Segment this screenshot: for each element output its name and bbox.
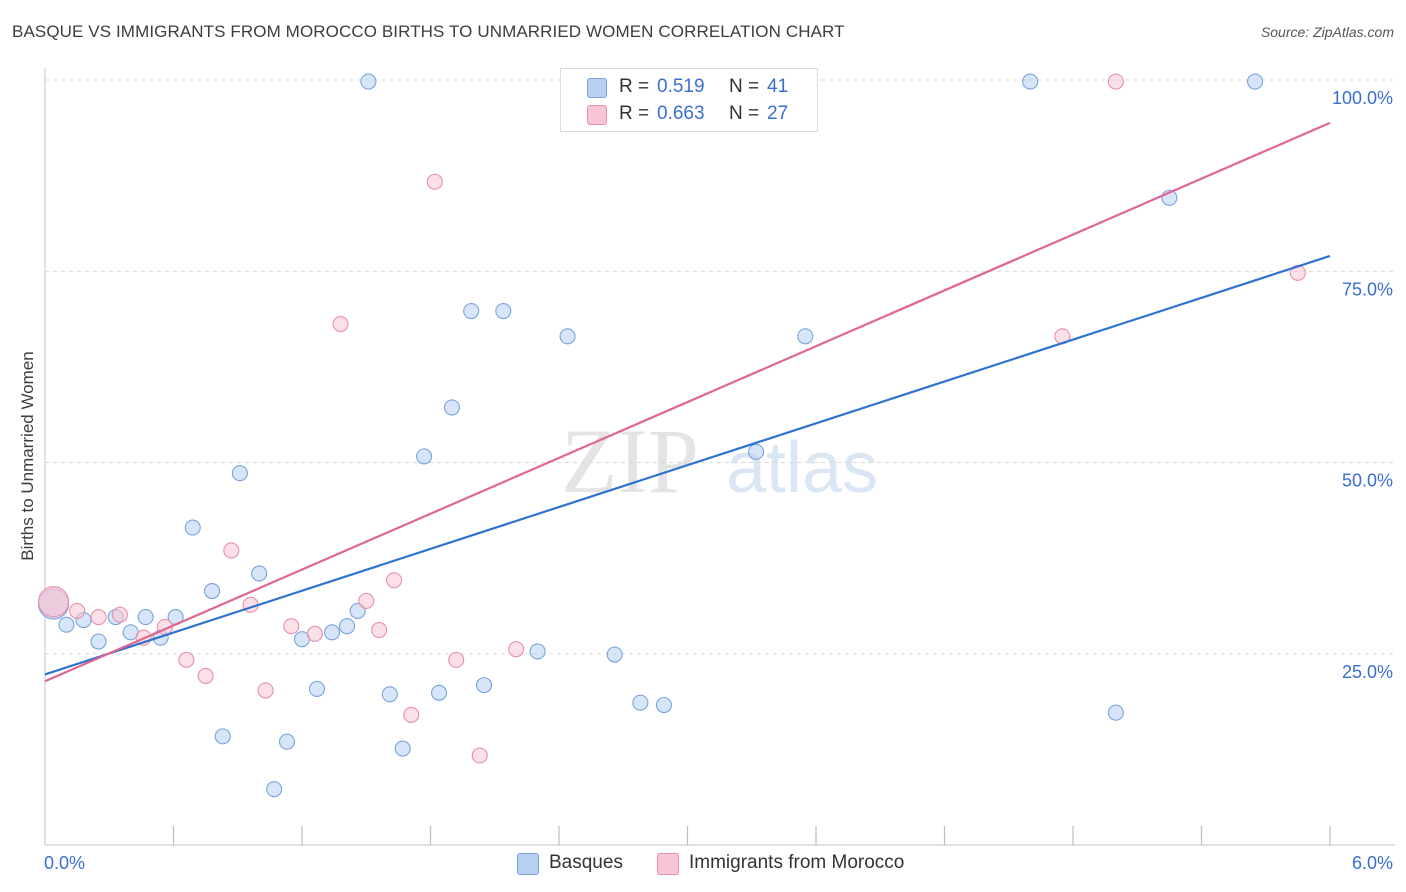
legend-n-value: 41 [767,76,789,97]
point-morocco [403,706,420,724]
bottom-legend-swatch-basques [517,853,539,875]
point-basques [443,399,460,416]
point-basques [394,740,411,757]
watermark-zip: ZIP [561,410,699,512]
series-points [38,73,1306,798]
legend-r-label: R = [619,76,650,97]
point-morocco [69,602,86,619]
point-basques [266,781,283,798]
legend-n-label: N = [729,76,760,97]
point-basques [204,582,221,600]
legend-n-label: N = [729,103,760,124]
point-morocco [426,173,443,190]
legend-swatch-morocco [587,105,607,125]
point-basques [308,680,326,697]
point-basques [431,684,448,701]
watermark-atlas: atlas [726,428,878,508]
point-basques [231,465,248,482]
point-morocco [332,315,349,333]
point-morocco [90,608,107,626]
source-label: Source: ZipAtlas.com [1260,24,1394,40]
chart-title: BASQUE VS IMMIGRANTS FROM MOROCCO BIRTHS… [12,22,845,41]
point-basques [529,643,546,660]
legend-n-value: 27 [767,103,789,124]
point-basques [559,328,576,345]
point-basques [90,633,107,650]
y-tick-label: 50.0% [1342,471,1393,491]
legend-swatch-basques [587,78,607,98]
point-basques [495,302,512,320]
bottom-legend-label-basques: Basques [549,852,623,873]
point-basques [214,728,231,745]
legend-r-label: R = [619,103,650,124]
point-morocco [283,618,300,635]
point-basques [416,448,433,465]
point-basques [184,519,201,536]
point-morocco [197,667,214,684]
y-tick-label: 75.0% [1342,279,1393,299]
trendlines [44,121,1331,683]
tick-labels: 25.0% 50.0% 75.0% 100.0% 0.0% 6.0% [44,88,1393,873]
point-morocco [1107,73,1124,90]
point-basques [137,608,154,626]
point-morocco [448,651,465,668]
point-morocco [371,621,388,639]
x-tick-label-min: 0.0% [44,853,85,873]
point-morocco [386,572,403,589]
point-morocco [38,586,70,618]
gridlines [45,79,1395,655]
watermark: ZIP atlas [561,410,878,512]
x-tick-label-max: 6.0% [1352,853,1393,873]
point-basques [797,328,814,345]
point-morocco [306,625,323,642]
point-morocco [178,651,195,668]
point-basques [1107,704,1124,721]
axes [44,68,1395,846]
legend-r-value: 0.519 [657,76,705,97]
point-basques [632,694,649,711]
stats-legend: R = 0.519 N = 41 R = 0.663 N = 27 [560,68,818,132]
y-tick-label: 25.0% [1342,662,1393,682]
point-morocco [257,682,274,699]
point-morocco [471,747,488,764]
point-basques [251,565,268,582]
point-morocco [358,592,375,610]
point-basques [360,73,377,90]
point-basques [655,696,672,714]
point-basques [278,733,296,750]
point-basques [58,616,75,633]
trendline-basques [44,254,1331,676]
y-tick-label: 100.0% [1332,88,1393,108]
point-basques [1246,73,1264,90]
point-basques [1022,73,1039,90]
point-basques [338,618,356,635]
point-basques [606,646,623,663]
point-basques [747,443,765,460]
bottom-legend-swatch-morocco [657,853,679,875]
point-basques [381,686,398,703]
point-basques [463,302,480,320]
point-basques [475,677,493,694]
trendline-morocco [44,121,1331,683]
point-basques [323,624,341,641]
point-morocco [111,606,129,623]
bottom-legend-label-morocco: Immigrants from Morocco [689,852,905,873]
point-morocco [508,641,525,658]
legend-r-value: 0.663 [657,103,705,124]
point-morocco [223,542,240,559]
